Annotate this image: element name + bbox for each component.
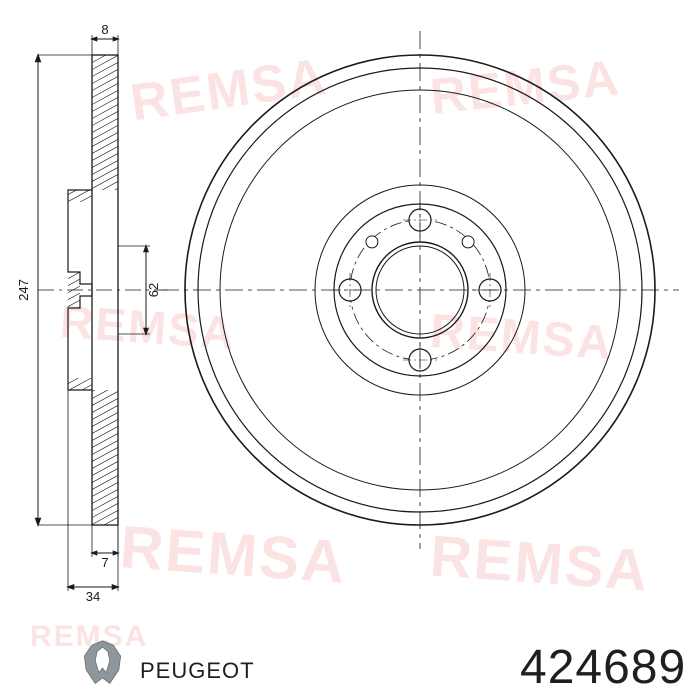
svg-text:34: 34 <box>86 589 100 604</box>
brand-label: PEUGEOT <box>140 658 255 684</box>
svg-text:8: 8 <box>101 22 108 37</box>
svg-text:62: 62 <box>146 283 161 297</box>
part-number-label: 424689 <box>520 640 686 695</box>
peugeot-lion-icon <box>75 638 130 688</box>
svg-text:7: 7 <box>101 555 108 570</box>
brake-disc-diagram: 247 8 7 34 62 <box>0 0 700 700</box>
svg-text:247: 247 <box>16 279 31 301</box>
